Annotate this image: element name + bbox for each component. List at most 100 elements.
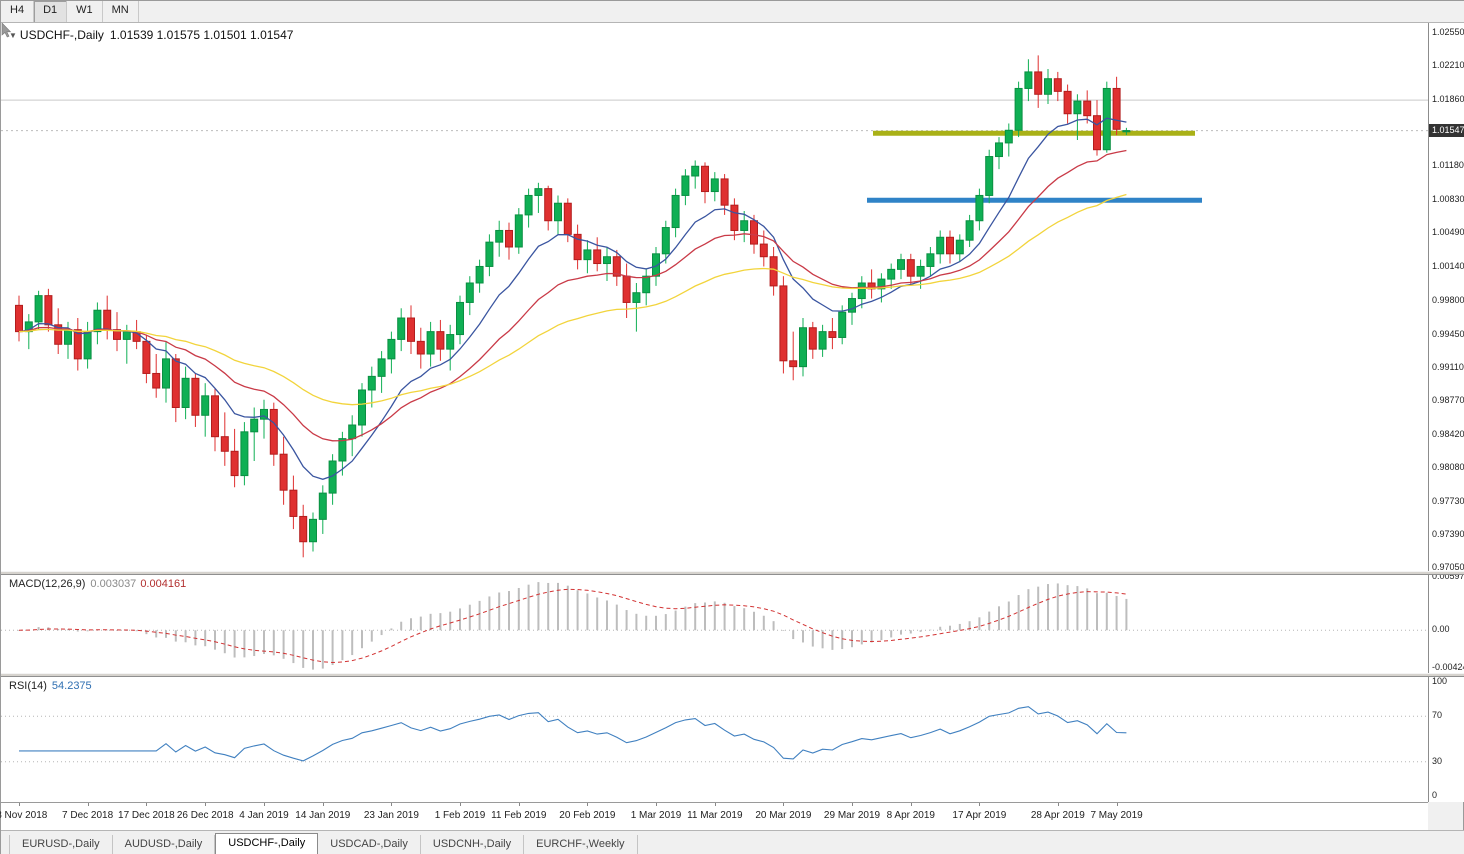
chart-tab-usdcnh[interactable]: USDCNH-,Daily <box>421 835 525 854</box>
macd-histogram-bar <box>821 630 824 649</box>
axis-tick-label: 70 <box>1432 710 1443 721</box>
candle-body <box>524 194 533 216</box>
macd-histogram-bar <box>135 630 138 632</box>
candle-body <box>103 309 112 331</box>
panel-splitter[interactable] <box>1 673 1464 677</box>
candle-body <box>995 142 1003 158</box>
macd-name: MACD(12,26,9) <box>9 578 86 590</box>
date-label: 1 Mar 2019 <box>630 810 682 821</box>
candle-body <box>965 220 974 241</box>
macd-histogram-bar <box>625 610 628 631</box>
candle-body <box>603 256 611 265</box>
candle-body <box>220 436 229 452</box>
macd-histogram-bar <box>174 630 177 642</box>
axis-tick-label: 0.99450 <box>1432 328 1464 339</box>
candle-body <box>230 450 239 477</box>
macd-histogram-bar <box>537 582 540 631</box>
candle-body <box>201 395 210 416</box>
chart-tab-audusd[interactable]: AUDUSD-,Daily <box>113 835 216 854</box>
macd-histogram-bar <box>704 602 706 631</box>
price-axis[interactable]: 1.02550 1.02210 1.01860 1.01180 1.00830 1.004… <box>1428 23 1464 802</box>
axis-tick-label: 0.99110 <box>1432 361 1464 372</box>
macd-histogram-bar <box>214 630 216 650</box>
macd-histogram-bar <box>566 585 569 631</box>
timeframe-button-mn[interactable]: MN <box>103 1 139 22</box>
macd-histogram-bar <box>204 630 207 647</box>
axis-tick-label: 30 <box>1432 755 1443 766</box>
chart-tab-eurchf[interactable]: EURCHF-,Weekly <box>524 835 638 854</box>
candle-body <box>54 324 63 345</box>
macd-histogram-bar <box>527 584 530 631</box>
macd-histogram-bar <box>968 621 971 631</box>
date-label: 11 Mar 2019 <box>687 810 743 821</box>
macd-histogram-bar <box>860 630 863 645</box>
main-chart-panel[interactable]: ▼ USDCHF-,Daily 1.01539 1.01575 1.01501 1.… <box>1 23 1428 571</box>
macd-histogram-bar <box>890 630 893 638</box>
rsi-label: RSI(14) 54.2375 <box>9 680 92 692</box>
candle-body <box>897 259 905 270</box>
macd-histogram-bar <box>233 630 236 658</box>
candle-body <box>710 178 719 193</box>
time-axis-tick <box>714 803 716 806</box>
macd-histogram-bar <box>939 626 942 631</box>
time-axis-tick <box>910 803 912 806</box>
panel-splitter[interactable] <box>1 571 1464 575</box>
candle-body <box>64 329 72 345</box>
rsi-panel[interactable]: RSI(14) 54.2375 <box>1 677 1428 802</box>
candle-body <box>260 408 268 420</box>
candle-body <box>1024 71 1033 89</box>
macd-histogram-bar <box>223 630 226 654</box>
moving-average-line-10 <box>18 117 1127 480</box>
macd-histogram-bar <box>645 615 648 631</box>
timeframe-button-h4[interactable]: H4 <box>1 1 35 22</box>
chart-tab-eurusd[interactable]: EURUSD-,Daily <box>9 835 113 854</box>
macd-histogram-bar <box>1027 589 1030 631</box>
candle-body <box>691 165 700 177</box>
candle-body <box>789 360 798 368</box>
candle-body <box>1093 115 1101 151</box>
macd-histogram-bar <box>880 630 883 641</box>
macd-histogram-bar <box>909 630 912 634</box>
macd-panel[interactable]: MACD(12,26,9) 0.003037 0.004161 <box>1 575 1428 673</box>
time-axis-tick <box>19 803 20 806</box>
candle-body <box>573 233 582 261</box>
candle-body <box>514 214 523 248</box>
candle-body <box>916 265 925 277</box>
axis-tick-label: 1.01180 <box>1432 160 1464 171</box>
timeframe-button-w1[interactable]: W1 <box>67 1 103 22</box>
macd-histogram-bar <box>449 611 452 631</box>
axis-tick-label: 0.98420 <box>1432 428 1464 439</box>
candle-body <box>318 492 327 520</box>
candle-body <box>289 489 298 517</box>
macd-histogram-bar <box>419 616 422 631</box>
macd-histogram-bar <box>723 602 726 631</box>
candle-body <box>769 256 778 287</box>
chart-title: ▼ USDCHF-,Daily 1.01539 1.01575 1.01501 1.… <box>9 28 293 42</box>
axis-tick-label: 0.97730 <box>1432 495 1464 506</box>
macd-histogram-bar <box>1047 584 1049 631</box>
candlestick-chart[interactable] <box>1 23 1428 571</box>
candle-body <box>426 331 435 355</box>
candle-body <box>808 327 817 350</box>
macd-histogram-bar <box>145 630 148 635</box>
candle-body <box>612 256 621 277</box>
candle-body <box>505 229 513 248</box>
macd-histogram-bar <box>949 625 951 631</box>
macd-label: MACD(12,26,9) 0.003037 0.004161 <box>9 578 186 590</box>
macd-histogram-bar <box>488 596 491 631</box>
macd-histogram-bar <box>272 630 275 656</box>
macd-histogram-bar <box>243 630 246 658</box>
chart-tab-usdchf[interactable]: USDCHF-,Daily <box>215 833 319 854</box>
rsi-value: 54.2375 <box>51 680 92 692</box>
chart-tab-usdcad[interactable]: USDCAD-,Daily <box>318 835 421 854</box>
macd-histogram-bar <box>1056 583 1059 631</box>
macd-value: 0.003037 <box>90 578 137 590</box>
moving-average-line-45 <box>18 193 1127 406</box>
axis-tick-label: 0.99800 <box>1432 294 1464 305</box>
macd-histogram-bar <box>919 630 922 632</box>
axis-tick-label: 100 <box>1432 676 1448 686</box>
macd-signal-line <box>18 588 1127 664</box>
timeframe-button-d1[interactable]: D1 <box>34 1 68 22</box>
